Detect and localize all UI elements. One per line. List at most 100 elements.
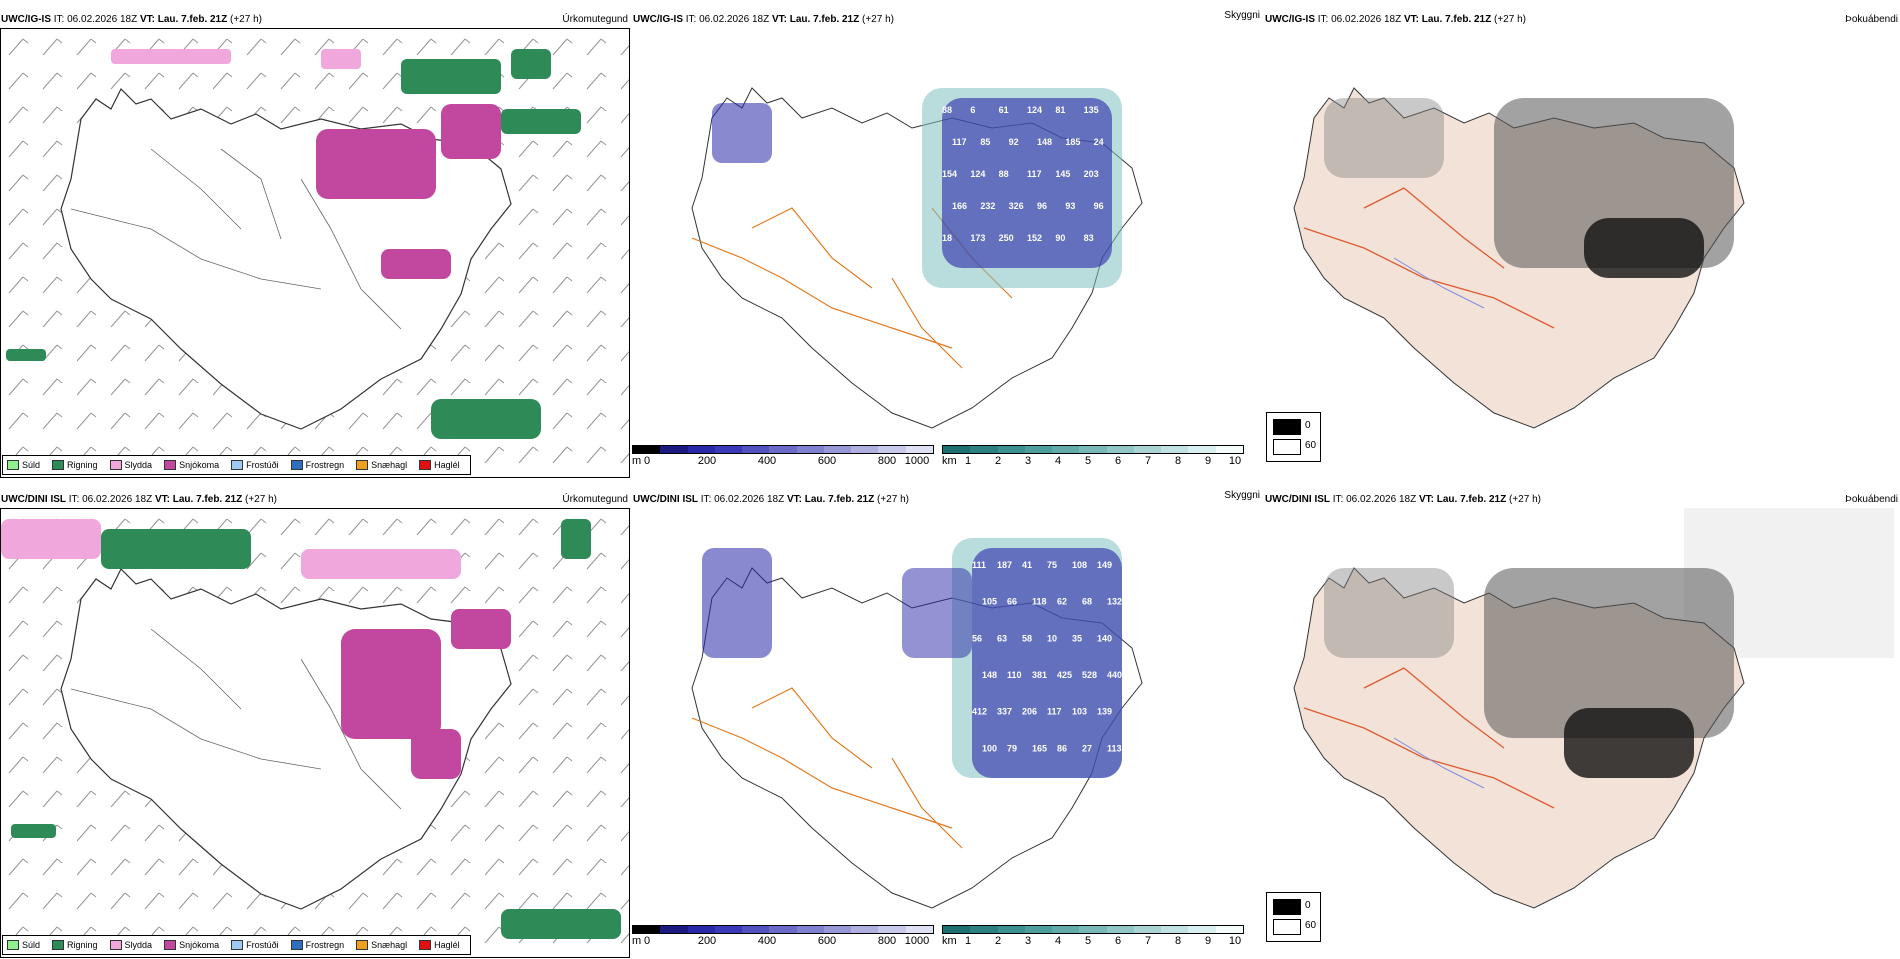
iceland-fog-map xyxy=(1293,87,1745,429)
snow-depth-label: 140 xyxy=(1097,633,1112,643)
legend-item: Haglél xyxy=(419,460,460,470)
snow-depth-label: 166 xyxy=(952,201,967,211)
swatch xyxy=(419,460,432,470)
panel-title: UWC/IG-IS IT: 06.02.2026 18Z VT: Lau. 7.… xyxy=(1265,14,1526,25)
snow-depth-label: 232 xyxy=(980,201,995,211)
snow-depth-label: 124 xyxy=(970,169,985,179)
tick-label: 2 xyxy=(994,455,1002,467)
panel-title: UWC/DINI ISL IT: 06.02.2026 18Z VT: Lau.… xyxy=(1265,494,1541,505)
swatch xyxy=(290,940,303,950)
fog-panel-top: UWC/IG-IS IT: 06.02.2026 18Z VT: Lau. 7.… xyxy=(1264,14,1900,479)
snow-depth-label: 145 xyxy=(1055,169,1070,179)
fog-legend-top: 0 60 xyxy=(1266,412,1321,462)
panel-field-name: Úrkomutegund xyxy=(562,14,628,25)
visibility-colorbar xyxy=(942,925,1244,934)
fog-value: 60 xyxy=(1305,920,1317,931)
swatch xyxy=(231,940,244,950)
tick-label: 4 xyxy=(1054,455,1062,467)
iceland-fog-map xyxy=(1293,508,1894,909)
tick-label: 6 xyxy=(1114,935,1122,947)
snow-depth-label: 117 xyxy=(952,137,967,147)
tick-label: 10 xyxy=(1228,455,1242,467)
snow-depth-label: 56 xyxy=(972,633,982,643)
snow-depth-label: 24 xyxy=(1094,137,1104,147)
swatch xyxy=(7,940,19,950)
precip-type-panel-bottom: UWC/DINI ISL IT: 06.02.2026 18Z VT: Lau.… xyxy=(0,494,630,959)
snow-depth-label: 528 xyxy=(1082,670,1097,680)
snow-depth-labels-top: 88 6 61 124 81 135 117 85 92 148 185 24 154 124 88 117 1… xyxy=(942,105,1104,243)
snow-depth-label: 148 xyxy=(1037,137,1052,147)
snow-depth-label: 148 xyxy=(982,670,997,680)
legend-item: Slydda xyxy=(109,460,152,470)
tick-label: 400 xyxy=(757,935,777,947)
snow-depth-label: 93 xyxy=(1065,201,1075,211)
legend-item: Snjókoma xyxy=(164,940,219,950)
tick-label: 1000 xyxy=(904,455,930,467)
snow-depth-label: 68 xyxy=(1082,597,1092,607)
swatch xyxy=(164,940,177,950)
panel-title: UWC/DINI ISL IT: 06.02.2026 18Z VT: Lau.… xyxy=(633,494,909,505)
snow-depth-label: 100 xyxy=(982,743,997,753)
tick-label: 600 xyxy=(817,935,837,947)
panel-field-name: Skyggni xyxy=(1224,490,1260,501)
legend-item: Frostúði xyxy=(231,460,279,470)
legend-item: Slydda xyxy=(109,940,152,950)
legend-item: Haglél xyxy=(419,940,460,950)
legend-item: Frostregn xyxy=(290,940,344,950)
swatch xyxy=(109,940,122,950)
snow-depth-label: 381 xyxy=(1032,670,1047,680)
tick-label: 200 xyxy=(697,935,717,947)
tick-label: 3 xyxy=(1024,935,1032,947)
snow-depth-label: 124 xyxy=(1027,105,1042,115)
snow-depth-label: 90 xyxy=(1055,233,1065,243)
snow-depth-label: 6 xyxy=(970,105,975,115)
tick-label: 8 xyxy=(1174,935,1182,947)
fog-value: 0 xyxy=(1305,420,1311,431)
snow-depth-label: 173 xyxy=(970,233,985,243)
snow-depth-label: 113 xyxy=(1107,743,1122,753)
snow-depth-label: 85 xyxy=(980,137,990,147)
snow-depth-label: 149 xyxy=(1097,560,1112,570)
tick-label: 400 xyxy=(757,455,777,467)
tick-label: 7 xyxy=(1144,935,1152,947)
fog-map xyxy=(1264,28,1894,478)
tick-label: 1000 xyxy=(904,935,930,947)
snow-depth-label: 81 xyxy=(1055,105,1065,115)
snow-depth-label: 203 xyxy=(1084,169,1099,179)
legend-item: Rigning xyxy=(52,460,98,470)
iceland-snow-map xyxy=(691,538,1143,909)
panel-title: UWC/IG-IS IT: 06.02.2026 18Z VT: Lau. 7.… xyxy=(1,14,262,25)
swatch xyxy=(356,940,369,950)
snow-depth-label: 154 xyxy=(942,169,957,179)
precip-map xyxy=(0,28,630,478)
snow-depth-label: 108 xyxy=(1072,560,1087,570)
swatch xyxy=(290,460,303,470)
fog-map xyxy=(1264,508,1894,958)
swatch xyxy=(109,460,122,470)
swatch xyxy=(7,460,19,470)
visibility-unit: km xyxy=(942,455,957,467)
swatch xyxy=(356,460,369,470)
snow-depth-label: 425 xyxy=(1057,670,1072,680)
snow-visibility-panel-bottom: UWC/DINI ISL IT: 06.02.2026 18Z VT: Lau.… xyxy=(632,490,1262,959)
snow-depth-label: 27 xyxy=(1082,743,1092,753)
snow-depth-label: 187 xyxy=(997,560,1012,570)
snow-depth-label: 75 xyxy=(1047,560,1057,570)
panel-field-name: Skyggni xyxy=(1224,10,1260,21)
panel-title: UWC/DINI ISL IT: 06.02.2026 18Z VT: Lau.… xyxy=(1,494,277,505)
snow-depth-label: 92 xyxy=(1009,137,1019,147)
snow-depth-label: 103 xyxy=(1072,707,1087,717)
legend-item: Rigning xyxy=(52,940,98,950)
snow-depth-label: 132 xyxy=(1107,597,1122,607)
snow-depth-label: 135 xyxy=(1084,105,1099,115)
legend-item: Snæhagl xyxy=(356,940,407,950)
precip-type-legend: Súld Rigning Slydda Snjókoma Frostúði Fr… xyxy=(2,935,471,955)
legend-item: Snæhagl xyxy=(356,460,407,470)
snow-depth-label: 117 xyxy=(1027,169,1042,179)
panel-field-name: Úrkomutegund xyxy=(562,494,628,505)
tick-label: 0 xyxy=(643,935,651,947)
swatch xyxy=(52,940,65,950)
visibility-colorbar xyxy=(942,445,1244,454)
snow-depth-unit: m xyxy=(632,455,642,467)
